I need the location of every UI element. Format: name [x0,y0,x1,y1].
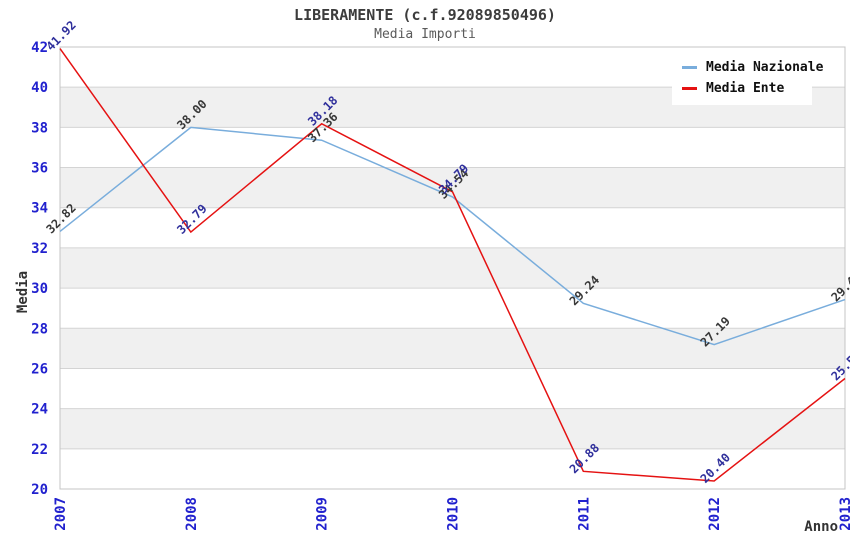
x-tick-label: 2013 [838,497,850,531]
y-tick-label: 22 [31,442,48,458]
band-stripe [60,328,845,369]
legend-item: Media Nazionale [672,57,823,78]
y-tick-label: 28 [31,321,48,337]
y-tick-label: 38 [31,120,48,136]
x-tick-label: 2010 [446,497,462,531]
y-tick-label: 42 [31,40,48,56]
x-tick-label: 2007 [53,497,69,531]
y-tick-label: 40 [31,80,48,96]
legend-item: Media Ente [672,78,812,99]
point-value-label: 41.92 [43,18,78,53]
band-stripe [60,408,845,449]
x-tick-label: 2008 [184,497,200,531]
legend-swatch-line [682,66,697,69]
legend-swatch-line [682,87,697,90]
y-tick-label: 24 [31,402,48,418]
y-tick-label: 36 [31,161,48,177]
x-tick-label: 2012 [707,497,723,531]
x-axis-title: Anno [804,519,838,535]
legend-label: Media Ente [706,81,785,96]
legend: Media Nazionale Media Ente [672,53,823,105]
legend-label: Media Nazionale [706,60,824,75]
y-tick-label: 26 [31,361,48,377]
chart-subtitle: Media Importi [374,27,476,42]
y-tick-label: 30 [31,281,48,297]
y-tick-label: 20 [31,482,48,498]
y-tick-label: 32 [31,241,48,257]
chart-title: LIBERAMENTE (c.f.92089850496) [294,6,556,24]
plot-border [59,46,846,490]
x-tick-label: 2011 [576,497,592,531]
band-stripe [60,247,845,289]
series-line [59,126,846,346]
x-tick-label: 2009 [315,497,331,531]
series-line [59,48,846,482]
y-tick-label: 34 [31,201,48,217]
band-stripe [60,167,845,208]
y-axis-title: Media [15,271,31,313]
